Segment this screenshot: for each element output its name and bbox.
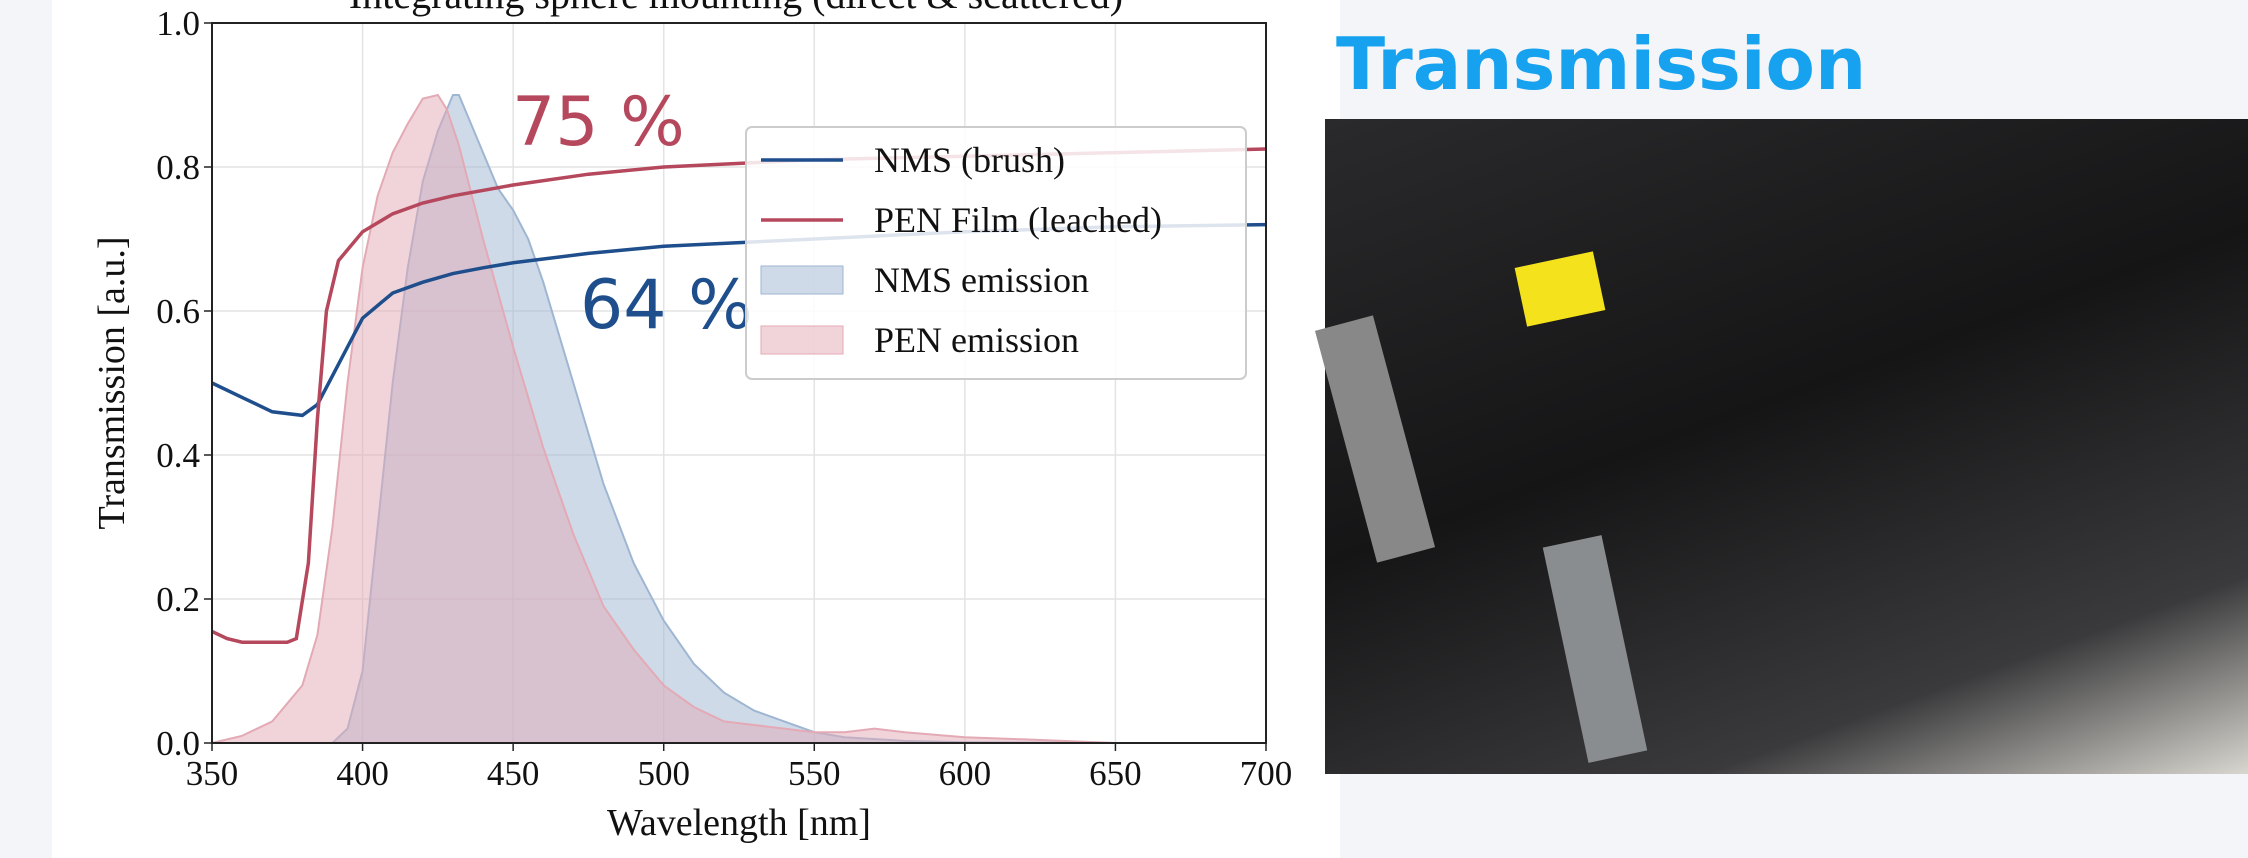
x-tick-label: 650: [1089, 754, 1142, 793]
legend-label: NMS emission: [874, 260, 1089, 300]
warning-sign: [1515, 251, 1606, 326]
x-tick-label: 400: [336, 754, 389, 793]
x-axis-label: Wavelength [nm]: [607, 802, 871, 844]
photo: [1325, 119, 2248, 774]
chart-title: Integrating sphere mounting (direct & sc…: [349, 0, 1123, 17]
y-tick-label: 0.4: [156, 436, 200, 475]
y-tick-label: 0.2: [156, 580, 200, 619]
annotation: 75 %: [512, 83, 685, 162]
y-tick-label: 0.6: [156, 292, 200, 331]
x-tick-label: 700: [1240, 754, 1293, 793]
annotation: 64 %: [580, 266, 753, 345]
legend-swatch: [761, 326, 843, 354]
mount: [1543, 535, 1647, 763]
x-tick-label: 600: [939, 754, 992, 793]
x-tick-label: 500: [637, 754, 690, 793]
legend-label: PEN Film (leached): [874, 200, 1162, 240]
y-tick-label: 0.0: [156, 724, 200, 763]
y-tick-label: 1.0: [156, 4, 200, 43]
y-tick-label: 0.8: [156, 148, 200, 187]
heading: Transmission: [1336, 22, 1866, 106]
legend-swatch: [761, 266, 843, 294]
page: Transmission Integrating sphere mounting…: [0, 0, 2248, 858]
legend-label: NMS (brush): [874, 140, 1065, 180]
x-tick-label: 550: [788, 754, 841, 793]
chart: Integrating sphere mounting (direct & sc…: [0, 0, 1340, 858]
y-axis-label: Transmission [a.u.]: [91, 236, 133, 529]
x-tick-label: 450: [487, 754, 540, 793]
legend-label: PEN emission: [874, 320, 1079, 360]
